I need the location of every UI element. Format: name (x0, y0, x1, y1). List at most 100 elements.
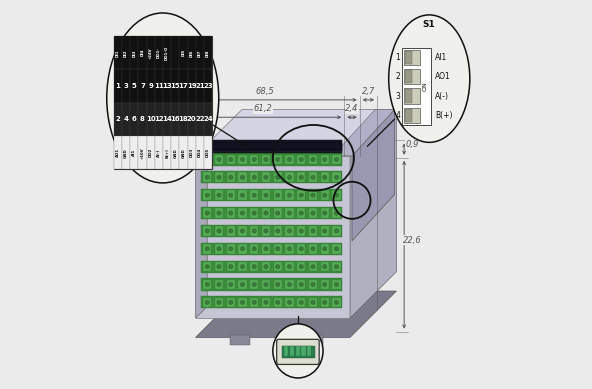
Bar (285, 172, 294, 182)
Circle shape (229, 247, 233, 251)
Bar (215, 244, 223, 254)
Text: ON: ON (422, 81, 427, 91)
Circle shape (205, 157, 210, 161)
Text: DI5: DI5 (182, 49, 185, 56)
Text: 10: 10 (146, 116, 156, 123)
Text: 22: 22 (195, 116, 205, 123)
Bar (239, 190, 247, 200)
Polygon shape (350, 110, 397, 318)
Bar (250, 244, 258, 254)
Polygon shape (201, 140, 342, 153)
Bar (203, 208, 211, 218)
Circle shape (323, 282, 327, 287)
Circle shape (205, 300, 210, 305)
Circle shape (252, 300, 256, 305)
Bar (274, 190, 282, 200)
Circle shape (311, 300, 315, 305)
Bar (332, 262, 340, 272)
Circle shape (264, 157, 268, 161)
Text: 24: 24 (203, 116, 213, 123)
Circle shape (252, 229, 256, 233)
Bar (274, 280, 282, 289)
Bar (297, 190, 305, 200)
Text: GND: GND (124, 148, 128, 158)
Circle shape (299, 300, 303, 305)
Bar (163, 136, 171, 169)
Text: 5: 5 (132, 83, 137, 89)
Circle shape (323, 300, 327, 305)
Bar (290, 346, 294, 356)
Circle shape (217, 193, 221, 197)
Bar (155, 136, 163, 169)
Bar (114, 70, 122, 103)
Bar (114, 136, 122, 169)
Text: 7: 7 (140, 83, 145, 89)
Circle shape (323, 175, 327, 179)
Bar (239, 172, 247, 182)
Bar (321, 280, 329, 289)
Bar (215, 280, 223, 289)
Bar (262, 190, 270, 200)
Circle shape (323, 247, 327, 251)
Text: DI1: DI1 (116, 49, 120, 56)
Bar (250, 172, 258, 182)
Bar (262, 172, 270, 182)
Bar (404, 50, 420, 65)
Bar (321, 208, 329, 218)
Bar (285, 262, 294, 272)
Bar (239, 244, 247, 254)
Bar (114, 103, 122, 136)
Bar (139, 70, 147, 103)
Circle shape (205, 229, 210, 233)
Circle shape (287, 247, 292, 251)
Bar (304, 335, 323, 345)
Bar (250, 298, 258, 307)
Bar (274, 226, 282, 236)
Bar (262, 244, 270, 254)
Bar (227, 262, 235, 272)
Bar (321, 154, 329, 164)
Circle shape (229, 157, 233, 161)
Ellipse shape (107, 13, 219, 183)
Bar (404, 108, 420, 123)
Bar (215, 298, 223, 307)
Bar (284, 346, 288, 356)
Bar (332, 172, 340, 182)
Bar (122, 136, 130, 169)
Bar (201, 189, 342, 201)
Circle shape (205, 265, 210, 269)
Text: A(-): A(-) (435, 91, 449, 100)
Ellipse shape (273, 324, 323, 378)
Circle shape (229, 175, 233, 179)
Circle shape (264, 175, 268, 179)
Bar (285, 280, 294, 289)
Bar (196, 70, 204, 103)
Bar (274, 208, 282, 218)
Bar (297, 208, 305, 218)
Text: 13: 13 (162, 83, 172, 89)
Bar (201, 296, 342, 308)
Circle shape (252, 193, 256, 197)
Text: 1: 1 (115, 83, 120, 89)
Bar (321, 172, 329, 182)
Bar (201, 225, 342, 237)
Bar (196, 136, 204, 169)
Text: 21: 21 (195, 83, 205, 89)
Bar (309, 298, 317, 307)
Bar (163, 36, 171, 70)
Text: 8: 8 (140, 116, 145, 123)
Bar (196, 103, 204, 136)
Bar (321, 226, 329, 236)
Circle shape (323, 229, 327, 233)
Bar (307, 346, 311, 356)
Bar (122, 70, 130, 103)
Bar (114, 36, 122, 70)
Circle shape (276, 175, 280, 179)
Text: 12: 12 (154, 116, 163, 123)
Bar (215, 172, 223, 182)
Bar (402, 48, 431, 125)
Circle shape (299, 282, 303, 287)
Bar (332, 280, 340, 289)
Circle shape (323, 265, 327, 269)
Bar (332, 154, 340, 164)
